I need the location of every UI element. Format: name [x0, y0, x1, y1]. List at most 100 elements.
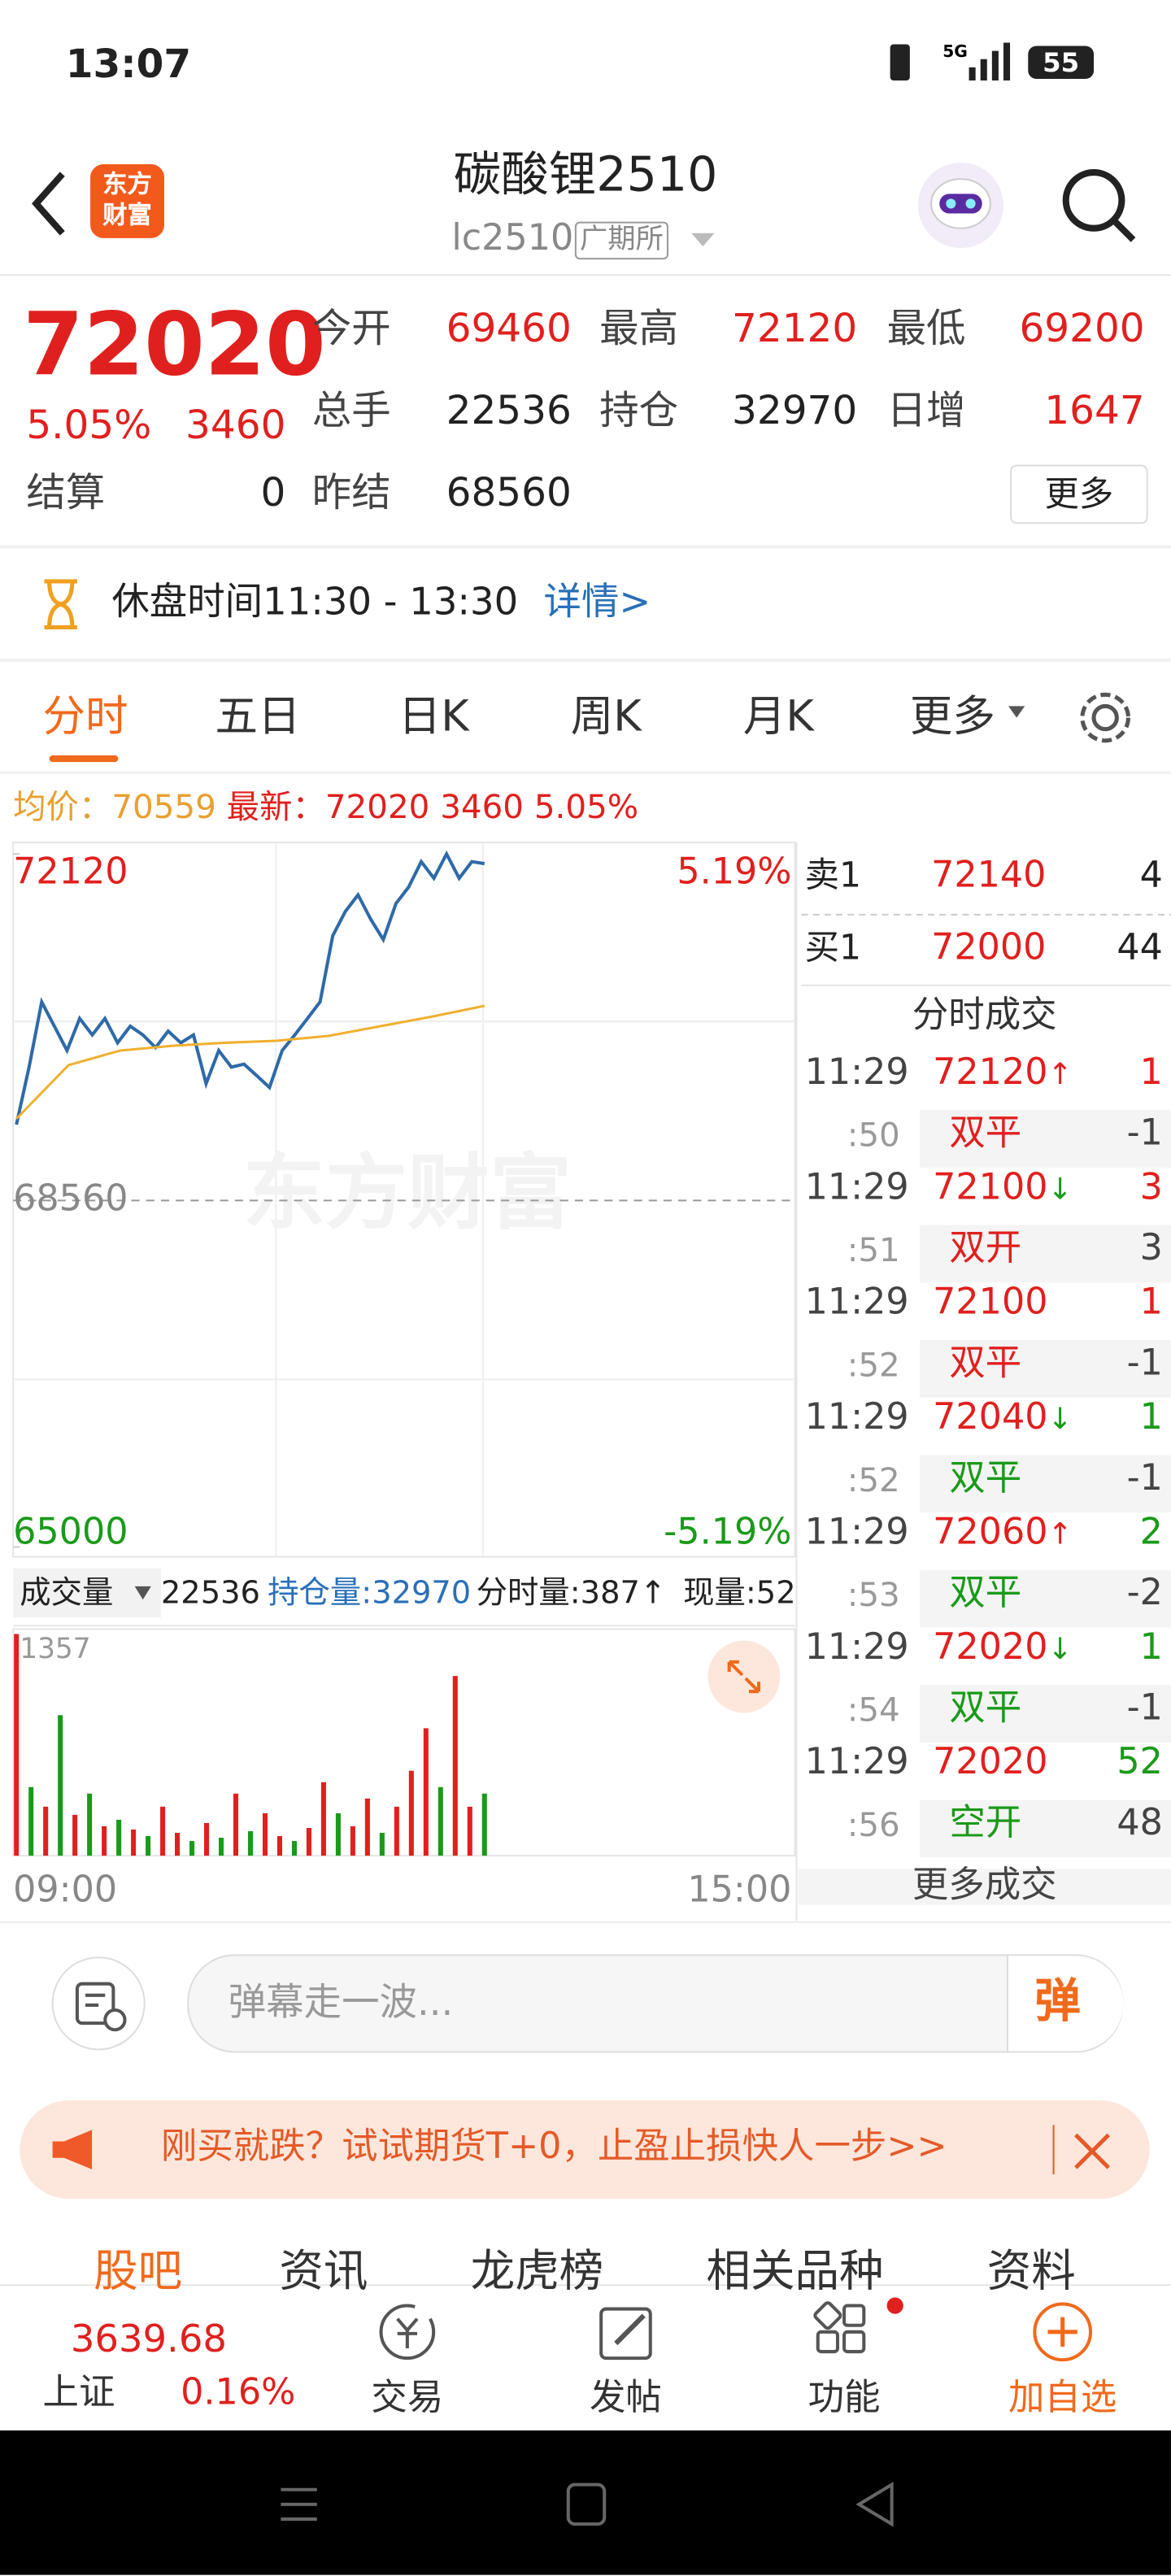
- status-time: 13:07: [65, 41, 192, 88]
- expand-icon: [727, 1660, 761, 1694]
- volume-bar: [276, 1836, 282, 1856]
- volume-bar: [218, 1838, 224, 1856]
- volume-bar: [131, 1830, 137, 1856]
- logo-text: 东方: [102, 169, 152, 199]
- x-tick-label: 15:00: [687, 1869, 791, 1911]
- book-qty: 44: [1117, 928, 1163, 969]
- avg-label: 均价：: [13, 786, 112, 826]
- trade-time: 11:29: [804, 1167, 909, 1209]
- danmaku-settings[interactable]: [50, 1954, 148, 2052]
- trade-price: 72100↓: [933, 1167, 1073, 1209]
- settings-button[interactable]: [1074, 686, 1137, 749]
- nav-item[interactable]: 发帖: [590, 2378, 662, 2419]
- book-label: 卖1: [804, 855, 862, 895]
- field-label: 最高: [599, 305, 679, 352]
- section-tab[interactable]: 资讯: [279, 2246, 368, 2298]
- volume-bar: [14, 1634, 20, 1856]
- function-icon: [813, 2297, 903, 2354]
- tab[interactable]: 日K: [398, 693, 469, 742]
- comment-input[interactable]: 弹幕走一波... 弹: [187, 1954, 1124, 2053]
- volume-bar: [467, 1806, 472, 1856]
- trade-action: 双平: [949, 1688, 1022, 1730]
- trade-time: 11:29: [804, 1397, 909, 1439]
- section-tab[interactable]: 龙虎榜: [470, 2246, 604, 2298]
- book-label: 买1: [804, 928, 862, 968]
- tab-indicator: [49, 755, 119, 763]
- close-ad[interactable]: [1071, 2130, 1114, 2173]
- field-label: 日增: [886, 387, 966, 434]
- dropdown-caret: [134, 1586, 151, 1600]
- section-tab[interactable]: 资料: [986, 2246, 1076, 2298]
- trade-row-bg: [919, 1110, 1171, 1168]
- field-label: 结算: [26, 469, 106, 516]
- last-price: 72020: [23, 295, 326, 396]
- volume-frame: [12, 1628, 796, 1857]
- notice-link[interactable]: 详情>: [543, 581, 651, 624]
- tab[interactable]: 周K: [570, 693, 642, 742]
- nav-item[interactable]: 交易: [371, 2378, 444, 2419]
- more-trades[interactable]: 更多成交: [798, 1868, 1171, 1905]
- volume-bar: [394, 1806, 399, 1856]
- more-button[interactable]: 更多: [1010, 464, 1148, 524]
- trade-time: 11:29: [804, 1282, 909, 1324]
- tab[interactable]: 五日: [215, 693, 301, 742]
- nav-item[interactable]: 加自选: [1008, 2378, 1117, 2419]
- volume-bar: [379, 1833, 385, 1856]
- back-button[interactable]: [23, 164, 76, 243]
- volume-header: 分时量:387↑: [477, 1575, 666, 1612]
- index-value[interactable]: 3639.68: [70, 2318, 227, 2362]
- y-tick-label: 1357: [20, 1633, 90, 1665]
- app-logo[interactable]: 东方 财富: [90, 163, 164, 238]
- trade-subtime: :54: [847, 1690, 900, 1730]
- section-tab[interactable]: 相关品种: [706, 2246, 884, 2298]
- trade-subqty: -1: [1126, 1113, 1163, 1155]
- trade-action: 双平: [949, 1573, 1022, 1615]
- trade-qty: 2: [1139, 1512, 1163, 1554]
- y-tick-label: 68560: [13, 1177, 128, 1219]
- ad-banner[interactable]: 刚买就跌？试试期货T+0，止盈止损快人一步>>: [20, 2100, 1150, 2200]
- svg-text:5G: 5G: [942, 41, 968, 61]
- section-tab[interactable]: 股吧: [94, 2246, 183, 2298]
- trade-price: 72040↓: [933, 1397, 1073, 1439]
- notice-text: 休盘时间11:30 - 13:30: [111, 581, 519, 624]
- trade-subqty: 48: [1117, 1803, 1163, 1845]
- divider: [0, 658, 1171, 662]
- trade-subtime: :52: [847, 1460, 900, 1499]
- volume-header: 持仓量:32970: [268, 1575, 471, 1612]
- price-line: [15, 1004, 485, 1120]
- book-price: 72000: [931, 928, 1047, 969]
- volume-header-bg: [13, 1568, 161, 1618]
- index-name[interactable]: 上证: [42, 2373, 115, 2414]
- trade-direction: ↑: [1047, 1057, 1073, 1093]
- volume-bar: [203, 1822, 210, 1856]
- volume-bar: [58, 1715, 63, 1856]
- system-nav: [0, 2430, 1171, 2575]
- tab[interactable]: 分时: [42, 693, 128, 742]
- volume-header: 现量:52: [683, 1575, 795, 1612]
- dropdown-icon[interactable]: [690, 230, 716, 250]
- divider: [1052, 2125, 1055, 2174]
- volume-header: 成交量: [20, 1575, 113, 1612]
- trade-price: 72060↑: [933, 1512, 1073, 1554]
- index-pct[interactable]: 0.16%: [181, 2373, 296, 2414]
- tab[interactable]: 月K: [742, 693, 814, 742]
- danmaku-button[interactable]: 弹: [1007, 1956, 1124, 2052]
- trade-action: 双开: [949, 1228, 1022, 1270]
- tab[interactable]: 更多: [909, 693, 995, 742]
- expand-bg: [707, 1640, 781, 1713]
- volume-bar: [160, 1806, 166, 1856]
- book-title: 分时成交: [912, 994, 1057, 1037]
- trade-subqty: -1: [1126, 1343, 1163, 1385]
- search-button[interactable]: [1058, 164, 1140, 246]
- volume-bar: [364, 1798, 370, 1856]
- field-value: 1647: [1044, 387, 1145, 434]
- hourglass-icon: [44, 579, 77, 630]
- nav-item[interactable]: 功能: [808, 2378, 881, 2419]
- trade-time: 11:29: [804, 1742, 909, 1784]
- trade-row-bg: [919, 1799, 1171, 1858]
- trade-row-bg: [919, 1339, 1171, 1398]
- trade-qty: 1: [1139, 1052, 1163, 1094]
- robot-avatar[interactable]: [913, 158, 1008, 253]
- bottom-nav: 3639.68 上证 0.16% 交易 发帖 功能 加自选: [0, 2284, 1171, 2433]
- exchange-tag: 广期所: [574, 221, 668, 260]
